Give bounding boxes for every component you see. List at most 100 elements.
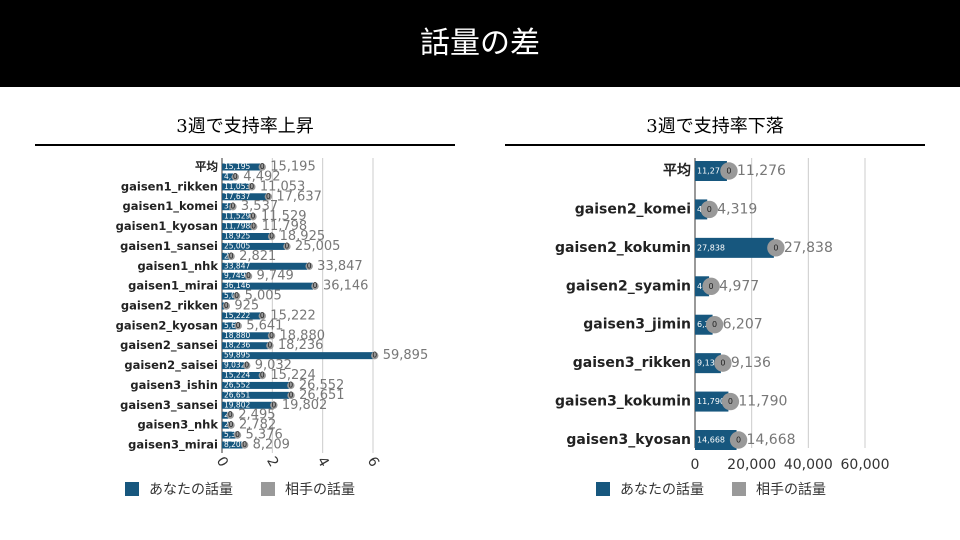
bar-end-marker — [240, 441, 249, 449]
bar-inner-label: 19,802 — [224, 400, 250, 409]
bar — [222, 262, 308, 270]
bar-end-marker — [249, 212, 257, 221]
bar-end-marker — [767, 239, 785, 257]
value-label: 5,641 — [246, 318, 283, 333]
value-label: 5,005 — [245, 289, 282, 304]
y-tick-label: gaisen3_kyosan — [566, 432, 691, 448]
bar-inner-label: 0 — [228, 410, 233, 419]
bar-end-marker — [729, 431, 748, 449]
value-label: 9,136 — [731, 355, 771, 371]
value-label: 14,668 — [747, 432, 796, 448]
bar-inner-label: 0 — [736, 436, 741, 445]
bar-end-marker — [258, 371, 267, 380]
bar — [222, 352, 373, 360]
bar-inner-label: 0 — [234, 291, 239, 300]
y-tick-label: gaisen2_rikken — [121, 299, 218, 314]
y-tick-label: gaisen1_sansei — [120, 239, 218, 254]
bar-end-marker — [702, 277, 720, 295]
y-tick-label: gaisen2_saisei — [124, 358, 218, 373]
y-tick-label: gaisen1_mirai — [128, 279, 218, 294]
bar-inner-label: 0 — [307, 261, 312, 270]
y-tick-label: 平均 — [663, 162, 691, 179]
bar-inner-label: 11,790 — [697, 397, 725, 406]
bar-inner-label: 0 — [244, 361, 249, 370]
value-label: 11,529 — [261, 209, 307, 224]
bar-end-marker — [227, 421, 235, 429]
value-label: 15,195 — [270, 160, 316, 175]
legend-label: 相手の話量 — [756, 481, 826, 498]
x-tick-label: 6 — [364, 454, 382, 470]
bar-inner-label: 14,668 — [697, 436, 725, 445]
value-label: 11,790 — [738, 394, 787, 410]
bar-end-marker — [244, 272, 253, 280]
x-tick-label: 40,000 — [784, 457, 833, 473]
bar-end-marker — [720, 162, 738, 180]
value-label: 27,838 — [784, 240, 833, 256]
bar-inner-label: 0 — [372, 351, 377, 360]
bar-inner-label: 0 — [773, 243, 778, 252]
bar — [222, 193, 267, 201]
bar-end-marker — [234, 322, 242, 330]
bar-end-marker — [283, 242, 291, 251]
slide-title: 話量の差 — [420, 26, 540, 61]
bar-end-marker — [705, 316, 724, 334]
y-tick-label: gaisen3_sansei — [120, 398, 218, 413]
y-tick-label: 平均 — [195, 160, 218, 174]
bar-inner-label: 0 — [313, 281, 318, 290]
bar-end-marker — [270, 401, 278, 409]
y-tick-label: gaisen1_nhk — [137, 259, 218, 274]
bar-end-marker — [371, 351, 379, 360]
bar-end-marker — [721, 392, 740, 411]
bar — [222, 233, 270, 240]
bar-inner-label: 0 — [268, 341, 273, 350]
bar-inner-label: 2,821 — [224, 251, 246, 260]
value-label: 4,492 — [243, 169, 280, 184]
bar-end-marker — [229, 203, 237, 211]
value-label: 25,005 — [295, 239, 341, 254]
bar-inner-label: 0 — [229, 420, 234, 429]
y-tick-label: gaisen3_rikken — [573, 355, 691, 371]
value-label: 11,276 — [737, 163, 786, 179]
legend-swatch — [261, 482, 275, 496]
bar-inner-label: 0 — [289, 390, 294, 399]
bar-inner-label: 0 — [242, 440, 247, 449]
bar — [222, 362, 245, 370]
y-tick-label: gaisen2_kyosan — [116, 318, 218, 333]
bar — [222, 381, 289, 389]
bar-inner-label: 17,637 — [224, 192, 250, 201]
bar — [222, 342, 268, 350]
bar — [222, 401, 272, 409]
header-band — [0, 0, 960, 87]
bar — [222, 372, 261, 379]
bar-end-marker — [248, 183, 256, 191]
bar-inner-label: 0 — [709, 282, 714, 291]
bar-inner-label: 0 — [229, 251, 234, 260]
x-tick-label: 0 — [691, 457, 700, 473]
x-tick-label: 60,000 — [841, 457, 890, 473]
value-label: 17,637 — [276, 189, 322, 204]
bar — [695, 391, 729, 412]
y-tick-label: gaisen3_mirai — [128, 438, 218, 453]
bar-inner-label: 18,236 — [224, 341, 250, 350]
bar-end-marker — [232, 292, 241, 300]
bar-inner-label: 11,276 — [697, 167, 725, 176]
bar-inner-label: 15,195 — [224, 162, 250, 171]
value-label: 2,821 — [239, 249, 276, 264]
bar — [222, 173, 234, 181]
bar — [222, 411, 229, 419]
bar-inner-label: 925 — [224, 301, 239, 310]
bar-end-marker — [222, 302, 231, 310]
bar-inner-label: 0 — [231, 202, 236, 211]
value-label: 9,749 — [257, 269, 294, 284]
bar-inner-label: 0 — [233, 172, 238, 181]
bar-inner-label: 0 — [720, 359, 725, 368]
bar — [222, 223, 252, 231]
bar — [222, 163, 261, 171]
bar-inner-label: 25,005 — [224, 241, 250, 250]
bar-end-marker — [700, 200, 718, 219]
bar-inner-label: 2,782 — [224, 420, 246, 429]
bar-end-marker — [287, 381, 295, 390]
bar-inner-label: 18,925 — [224, 232, 250, 241]
value-label: 3,537 — [241, 199, 278, 214]
